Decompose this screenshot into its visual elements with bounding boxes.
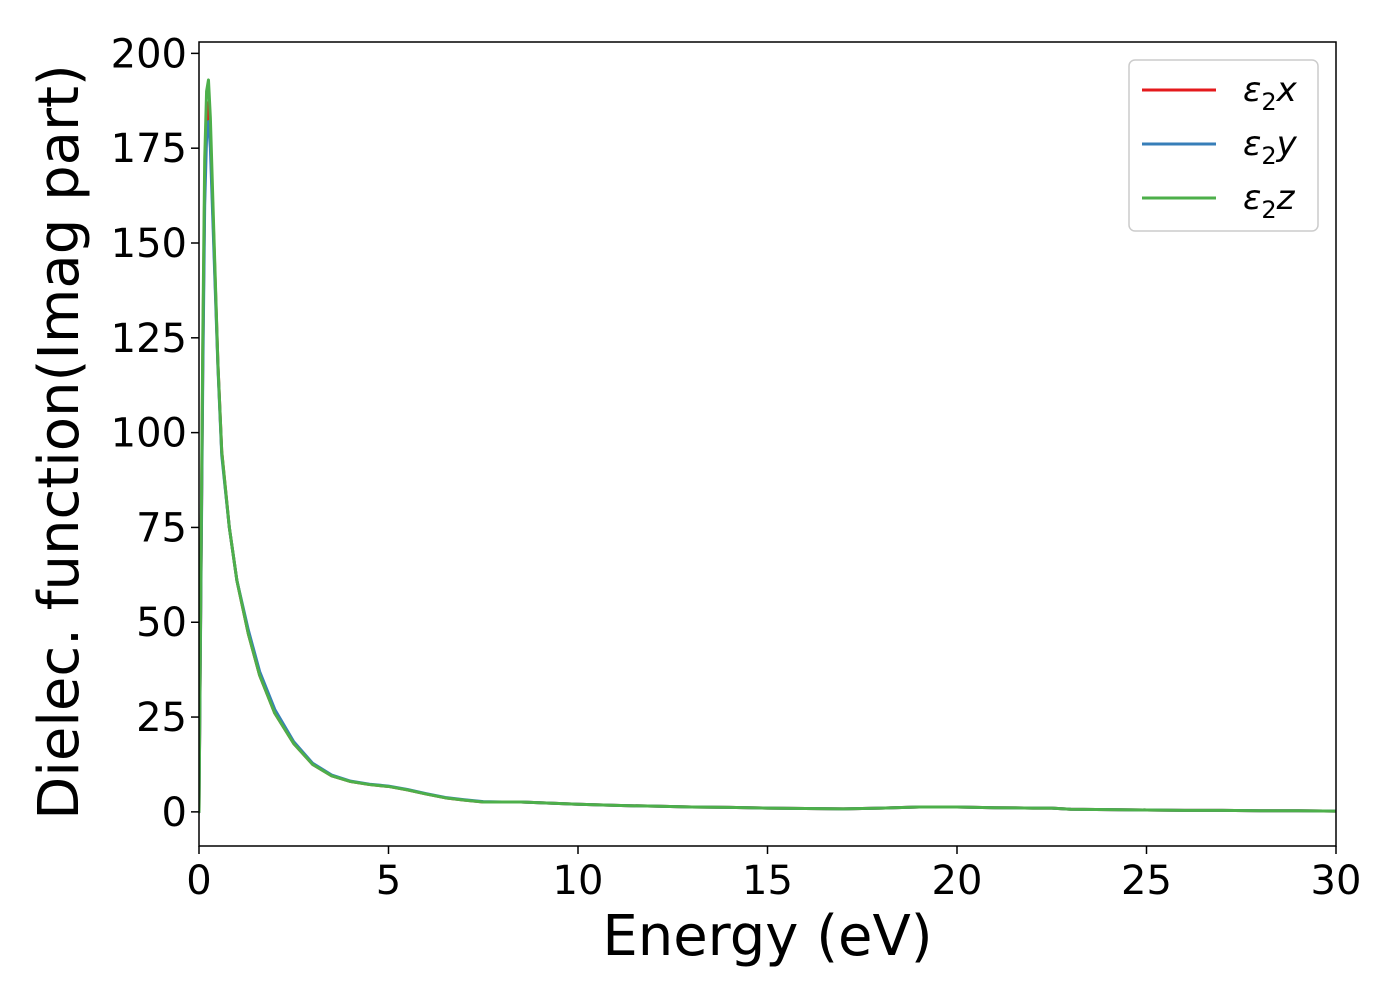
y-tick-label: 200	[111, 31, 187, 77]
x-tick-label: 10	[553, 858, 604, 904]
x-tick-label: 30	[1311, 858, 1362, 904]
x-tick-label: 25	[1121, 858, 1172, 904]
y-tick-label: 25	[136, 695, 187, 741]
x-tick-label: 0	[186, 858, 211, 904]
y-tick-label: 0	[162, 790, 187, 836]
x-axis-title: Energy (eV)	[602, 904, 932, 969]
y-tick-label: 150	[111, 221, 187, 267]
legend-label-z: ε2z	[1243, 178, 1296, 224]
series-line-z	[199, 78, 1336, 814]
y-tick-label: 100	[111, 411, 187, 457]
y-tick-label: 125	[111, 316, 187, 362]
legend: ε2x ε2y ε2z	[1128, 59, 1319, 232]
legend-box	[1128, 59, 1319, 232]
ticks-layer: 0 5 10 15 20 25 30 0 25 50 75 100 125 150 175 200	[111, 31, 1362, 904]
y-axis-title: Dielec. function(Imag part)	[27, 64, 92, 820]
y-tick-label: 75	[136, 505, 187, 551]
x-tick-label: 20	[932, 858, 983, 904]
x-tick-label: 5	[376, 858, 401, 904]
x-tick-label: 15	[742, 858, 793, 904]
series-layer	[199, 78, 1336, 814]
legend-label-y: ε2y	[1243, 124, 1298, 170]
y-tick-label: 175	[111, 126, 187, 172]
legend-label-x: ε2x	[1243, 70, 1298, 116]
y-tick-label: 50	[136, 600, 187, 646]
